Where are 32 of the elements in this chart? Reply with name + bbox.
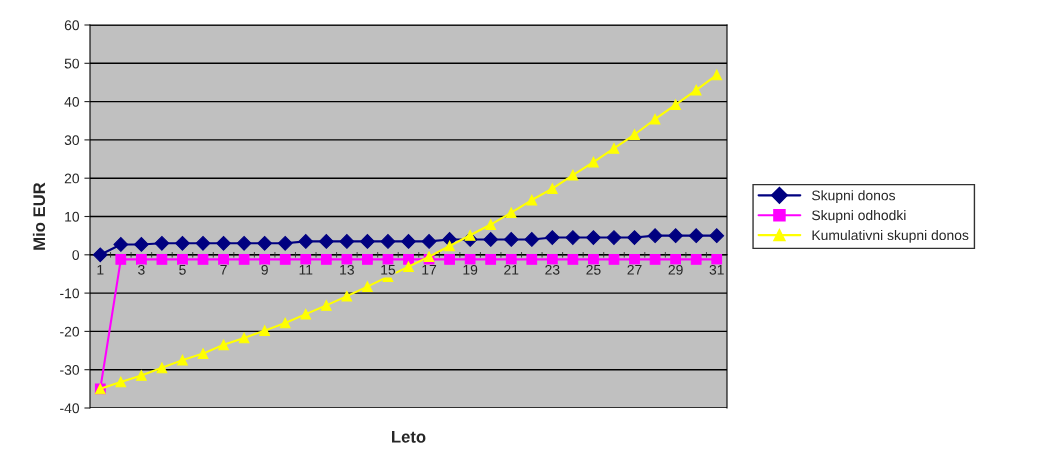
x-tick-label: 3	[138, 264, 145, 275]
x-tick-label: 31	[709, 264, 724, 275]
y-tick-label: 20	[64, 173, 80, 184]
x-tick-label: 7	[220, 265, 227, 275]
x-tick-label: 25	[586, 264, 601, 275]
x-tick-label: 27	[627, 264, 642, 275]
y-tick-label: -40	[60, 403, 80, 414]
x-tick-label: 15	[381, 265, 396, 275]
y-axis-title: Mio EUR	[32, 182, 46, 250]
y-tick-label: -10	[60, 288, 80, 299]
x-tick-label: 13	[340, 264, 354, 275]
y-tick-label: 0	[72, 250, 80, 260]
legend-label: Skupni donos	[812, 190, 896, 204]
x-axis-title: Leto	[392, 431, 426, 443]
x-tick-label: 23	[545, 264, 560, 275]
y-tick-label: -20	[60, 326, 80, 337]
y-tick-label: 10	[65, 211, 80, 222]
x-tick-label: 17	[422, 265, 437, 275]
legend-label: Kumulativni skupni donos	[812, 229, 969, 243]
x-tick-label: 9	[261, 264, 268, 275]
y-tick-label: 60	[64, 20, 80, 31]
y-tick-label: 40	[64, 96, 80, 107]
y-tick-label: 30	[64, 135, 80, 146]
y-tick-label: 50	[64, 58, 80, 69]
x-tick-label: 11	[299, 265, 313, 275]
x-tick-label: 19	[463, 264, 478, 275]
x-tick-label: 29	[668, 264, 683, 275]
y-tick-label: -30	[60, 365, 80, 375]
legend-label: Skupni odhodki	[812, 210, 906, 223]
x-tick-label: 1	[97, 265, 104, 275]
x-tick-label: 21	[504, 264, 519, 275]
x-tick-label: 5	[179, 265, 186, 275]
